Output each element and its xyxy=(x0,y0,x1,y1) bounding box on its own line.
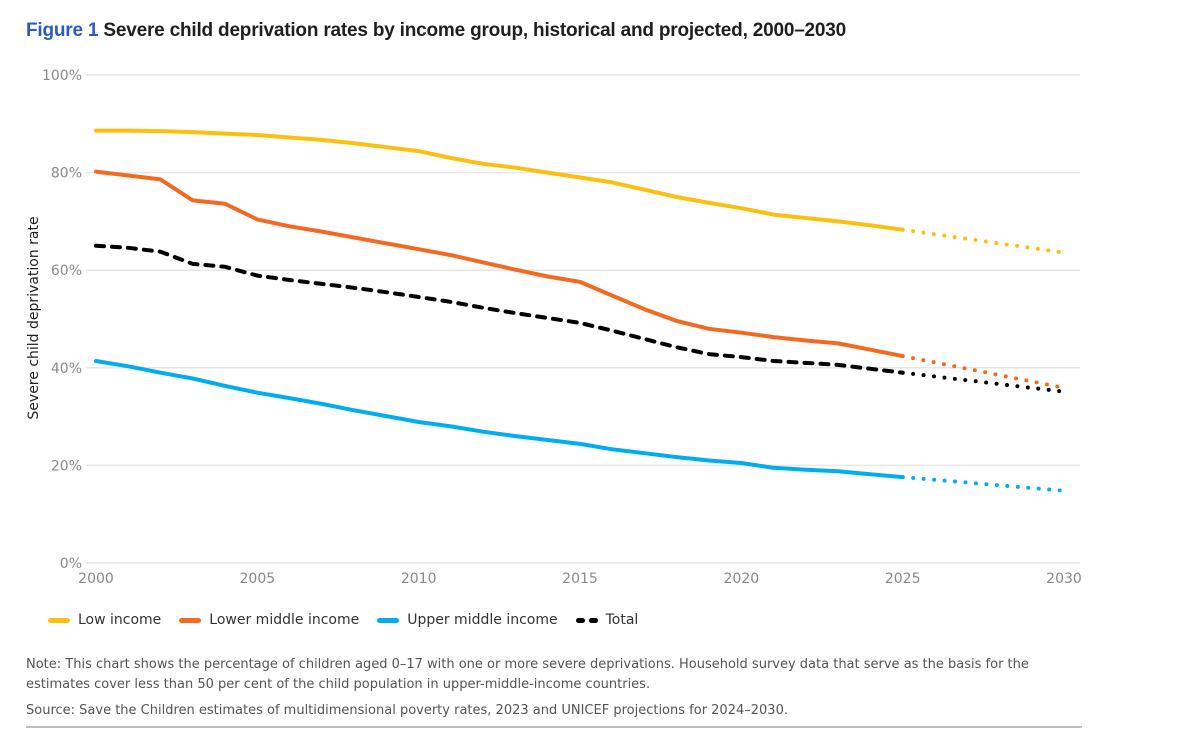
legend-swatch xyxy=(179,617,202,623)
legend-swatch xyxy=(377,617,400,623)
legend-item-upper-middle-income: Upper middle income xyxy=(377,612,558,628)
chart-source: Source: Save the Children estimates of m… xyxy=(26,703,788,718)
y-tick-label: 0% xyxy=(60,556,82,572)
chart-note: Note: This chart shows the percentage of… xyxy=(26,657,1029,692)
legend-label: Upper middle income xyxy=(407,612,558,628)
gridlines xyxy=(86,74,1080,564)
series-line-total xyxy=(94,243,905,375)
series-lines xyxy=(94,128,1066,493)
legend-label: Total xyxy=(605,612,639,628)
projection-line-total xyxy=(900,370,1066,394)
x-tick-label: 2025 xyxy=(885,571,921,587)
legend-label: Lower middle income xyxy=(209,612,360,628)
x-tick-label: 2015 xyxy=(562,571,598,587)
y-tick-label: 80% xyxy=(51,166,82,182)
line-chart: 0%20%40%60%80%100% 2000 2005 2010 2015 2020 2… xyxy=(26,68,1082,587)
chart-title: Figure 1 Severe child deprivation rates … xyxy=(26,20,846,42)
y-axis-label: Severe child deprivation rate xyxy=(26,216,42,419)
y-tick-label: 100% xyxy=(42,68,82,84)
y-tick-label: 20% xyxy=(51,458,82,474)
x-tick-label: 2030 xyxy=(1046,571,1082,587)
y-axis-ticks: 0% 20% 40% 60% 80% 100% xyxy=(42,68,82,572)
series-line-lower-middle-income xyxy=(94,169,905,359)
legend-item-lower-middle-income: Lower middle income xyxy=(179,612,359,628)
legend-swatch xyxy=(48,617,70,623)
legend: Low income Lower middle income Upper mid… xyxy=(48,612,656,628)
x-tick-label: 2010 xyxy=(401,571,437,587)
figure-label: Figure 1 xyxy=(26,20,99,41)
legend-label: Low income xyxy=(78,612,162,628)
series-line-upper-middle-income xyxy=(94,359,905,480)
projection-line-lower-middle-income xyxy=(900,354,1066,390)
y-tick-label: 40% xyxy=(51,361,82,377)
x-tick-label: 2020 xyxy=(724,571,760,587)
projection-line-upper-middle-income xyxy=(900,475,1066,493)
legend-item-low-income: Low income xyxy=(48,612,161,628)
title-text: Severe child deprivation rates by income… xyxy=(103,20,847,41)
x-tick-label: 2000 xyxy=(78,571,114,587)
bottom-divider xyxy=(26,726,1082,728)
x-axis-ticks: 2000 2005 2010 2015 2020 2025 2030 xyxy=(78,571,1082,587)
legend-item-total: Total xyxy=(575,612,639,628)
projection-line-low-income xyxy=(900,227,1066,255)
y-tick-label: 60% xyxy=(51,263,82,279)
series-line-low-income xyxy=(94,128,905,232)
legend-swatch-dashed xyxy=(575,617,598,623)
x-tick-label: 2005 xyxy=(240,571,276,587)
